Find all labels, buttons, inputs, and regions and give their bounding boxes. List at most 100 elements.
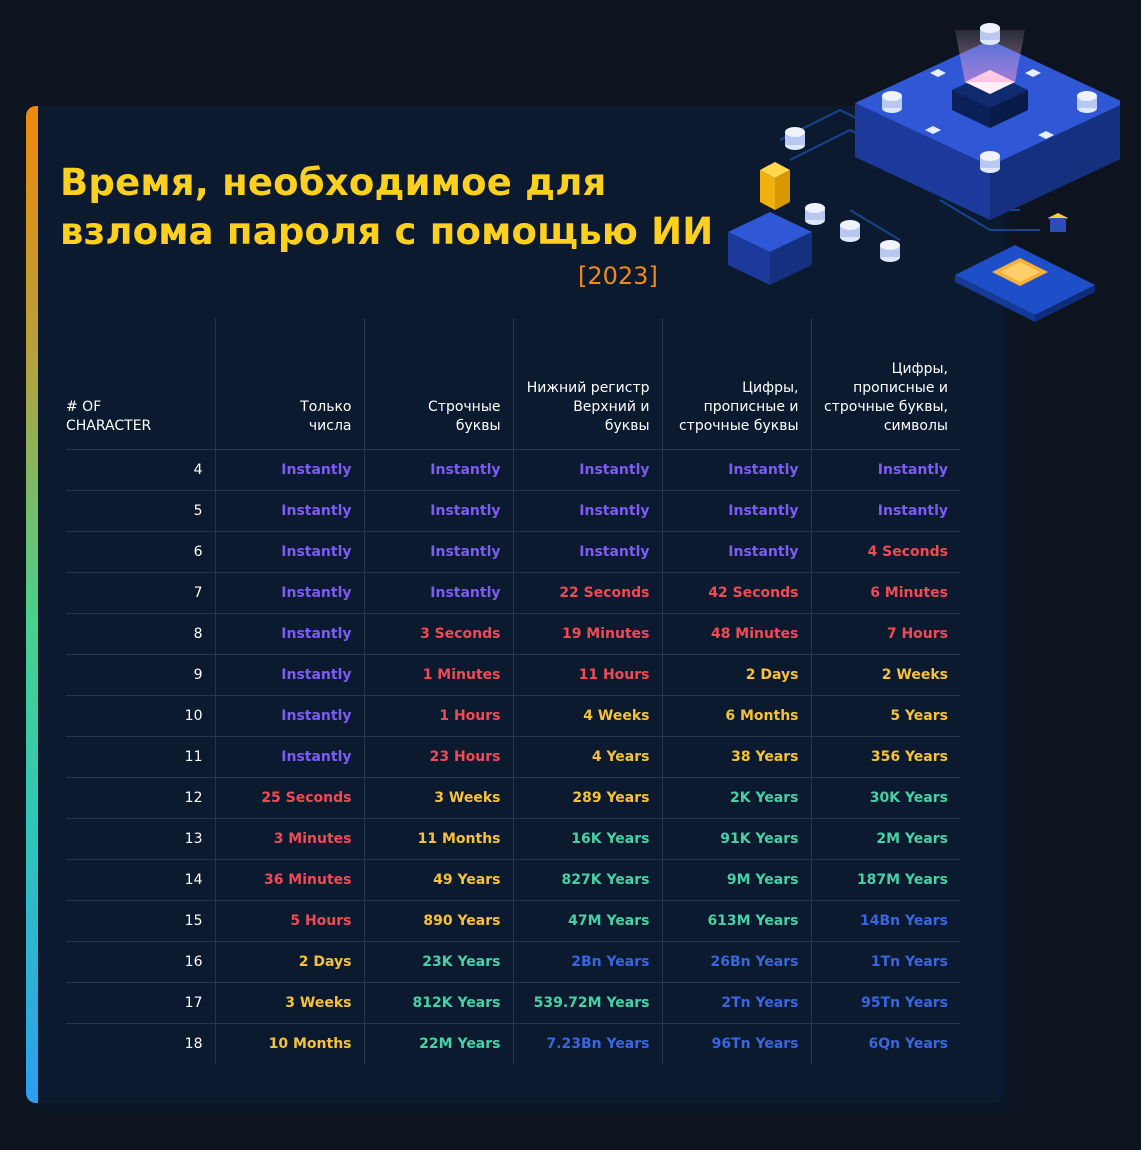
- crack-time-cell: Instantly: [214, 612, 364, 654]
- character-count: 9: [66, 653, 215, 695]
- crack-time-cell: 890 Years: [363, 899, 513, 941]
- crack-time-cell: 1Tn Years: [810, 940, 960, 982]
- header-text: Нижний регистр: [526, 379, 650, 396]
- crack-time-cell: 812K Years: [363, 981, 513, 1023]
- crack-time-cell: 96Tn Years: [661, 1022, 811, 1064]
- character-count: 10: [66, 694, 215, 736]
- header-column-4: Цифры, прописные и строчные буквы: [661, 318, 811, 449]
- header-column-3: Нижний регистр Верхний и буквы: [512, 318, 662, 449]
- table-row: 16 2 Days 23K Years 2Bn Years 26Bn Years 1Tn …: [66, 940, 960, 982]
- crack-time-cell: Instantly: [214, 530, 364, 572]
- crack-time-cell: 91K Years: [661, 817, 811, 859]
- crack-time-cell: Instantly: [512, 489, 662, 531]
- crack-time-cell: 827K Years: [512, 858, 662, 900]
- title-line-1: Время, необходимое для: [60, 161, 607, 204]
- table-row: 17 3 Weeks 812K Years 539.72M Years 2Tn Year…: [66, 981, 960, 1023]
- crack-time-cell: 3 Seconds: [363, 612, 513, 654]
- crack-time-cell: Instantly: [810, 489, 960, 531]
- crack-time-cell: Instantly: [363, 530, 513, 572]
- page-title: Время, необходимое для взлома пароля с п…: [60, 158, 713, 256]
- crack-time-cell: Instantly: [214, 735, 364, 777]
- crack-time-cell: 9M Years: [661, 858, 811, 900]
- crack-time-cell: Instantly: [512, 530, 662, 572]
- crack-time-cell: 613M Years: [661, 899, 811, 941]
- crack-time-cell: 2Bn Years: [512, 940, 662, 982]
- table-row: 7 Instantly Instantly 22 Seconds 42 Seconds 6…: [66, 571, 960, 613]
- character-count: 5: [66, 489, 215, 531]
- crack-time-cell: Instantly: [512, 448, 662, 490]
- crack-time-cell: 356 Years: [810, 735, 960, 777]
- character-count: 16: [66, 940, 215, 982]
- crack-time-cell: 2K Years: [661, 776, 811, 818]
- character-count: 7: [66, 571, 215, 613]
- crack-time-cell: Instantly: [363, 571, 513, 613]
- crack-time-cell: 2M Years: [810, 817, 960, 859]
- table-row: 8 Instantly 3 Seconds 19 Minutes 48 Minutes 7…: [66, 612, 960, 654]
- crack-time-cell: 26Bn Years: [661, 940, 811, 982]
- header-character-count: # OF CHARACTER: [66, 318, 215, 449]
- crack-time-cell: 6 Minutes: [810, 571, 960, 613]
- crack-time-cell: 1 Minutes: [363, 653, 513, 695]
- crack-time-cell: 14Bn Years: [810, 899, 960, 941]
- character-count: 8: [66, 612, 215, 654]
- crack-time-cell: 1 Hours: [363, 694, 513, 736]
- header-row: # OF CHARACTER Только числа Строчные буквы Ниж…: [66, 318, 960, 449]
- table-row: 14 36 Minutes 49 Years 827K Years 9M Years 18…: [66, 858, 960, 900]
- header-column-1: Только числа: [214, 318, 364, 449]
- crack-time-cell: Instantly: [810, 448, 960, 490]
- crack-time-cell: Instantly: [363, 489, 513, 531]
- crack-time-cell: 2Tn Years: [661, 981, 811, 1023]
- character-count: 6: [66, 530, 215, 572]
- header-text: CHARACTER: [66, 417, 152, 434]
- header-text: прописные и: [853, 379, 948, 396]
- crack-time-cell: 2 Days: [661, 653, 811, 695]
- crack-time-cell: 7.23Bn Years: [512, 1022, 662, 1064]
- character-count: 18: [66, 1022, 215, 1064]
- crack-time-cell: Instantly: [661, 530, 811, 572]
- crack-time-cell: 2 Days: [214, 940, 364, 982]
- server-illustration-icon: [728, 23, 1120, 322]
- table-row: 15 5 Hours 890 Years 47M Years 613M Years 14B…: [66, 899, 960, 941]
- crack-time-cell: 23K Years: [363, 940, 513, 982]
- character-count: 4: [66, 448, 215, 490]
- character-count: 15: [66, 899, 215, 941]
- header-text: Строчные: [428, 398, 501, 415]
- crack-time-cell: Instantly: [214, 489, 364, 531]
- crack-time-cell: 38 Years: [661, 735, 811, 777]
- crack-time-cell: 187M Years: [810, 858, 960, 900]
- character-count: 17: [66, 981, 215, 1023]
- crack-time-cell: 6 Months: [661, 694, 811, 736]
- crack-time-cell: 23 Hours: [363, 735, 513, 777]
- crack-time-cell: 3 Minutes: [214, 817, 364, 859]
- crack-time-cell: 16K Years: [512, 817, 662, 859]
- title-line-2: взлома пароля с помощью ИИ: [60, 210, 714, 253]
- crack-time-cell: 19 Minutes: [512, 612, 662, 654]
- header-text: прописные и: [703, 398, 799, 415]
- table-row: 18 10 Months 22M Years 7.23Bn Years 96Tn Yea…: [66, 1022, 960, 1064]
- crack-time-cell: 7 Hours: [810, 612, 960, 654]
- table-row: 4 Instantly Instantly Instantly Instantly Ins…: [66, 448, 960, 490]
- crack-time-cell: 42 Seconds: [661, 571, 811, 613]
- crack-time-cell: 6Qn Years: [810, 1022, 960, 1064]
- crack-time-cell: 36 Minutes: [214, 858, 364, 900]
- header-text: числа: [308, 417, 352, 434]
- crack-time-cell: 4 Weeks: [512, 694, 662, 736]
- crack-time-cell: Instantly: [214, 653, 364, 695]
- crack-time-cell: 539.72M Years: [512, 981, 662, 1023]
- table-row: 12 25 Seconds 3 Weeks 289 Years 2K Years 30K …: [66, 776, 960, 818]
- crack-time-cell: 11 Months: [363, 817, 513, 859]
- crack-time-table: # OF CHARACTER Только числа Строчные буквы Ниж…: [66, 318, 960, 1064]
- crack-time-cell: Instantly: [661, 448, 811, 490]
- crack-time-cell: 22M Years: [363, 1022, 513, 1064]
- crack-time-cell: 47M Years: [512, 899, 662, 941]
- character-count: 14: [66, 858, 215, 900]
- header-text: Цифры,: [891, 360, 948, 377]
- crack-time-cell: 5 Hours: [214, 899, 364, 941]
- crack-time-cell: Instantly: [214, 448, 364, 490]
- crack-time-cell: 4 Seconds: [810, 530, 960, 572]
- crack-time-cell: 289 Years: [512, 776, 662, 818]
- crack-time-cell: 22 Seconds: [512, 571, 662, 613]
- crack-time-cell: Instantly: [214, 571, 364, 613]
- crack-time-cell: Instantly: [363, 448, 513, 490]
- crack-time-cell: 25 Seconds: [214, 776, 364, 818]
